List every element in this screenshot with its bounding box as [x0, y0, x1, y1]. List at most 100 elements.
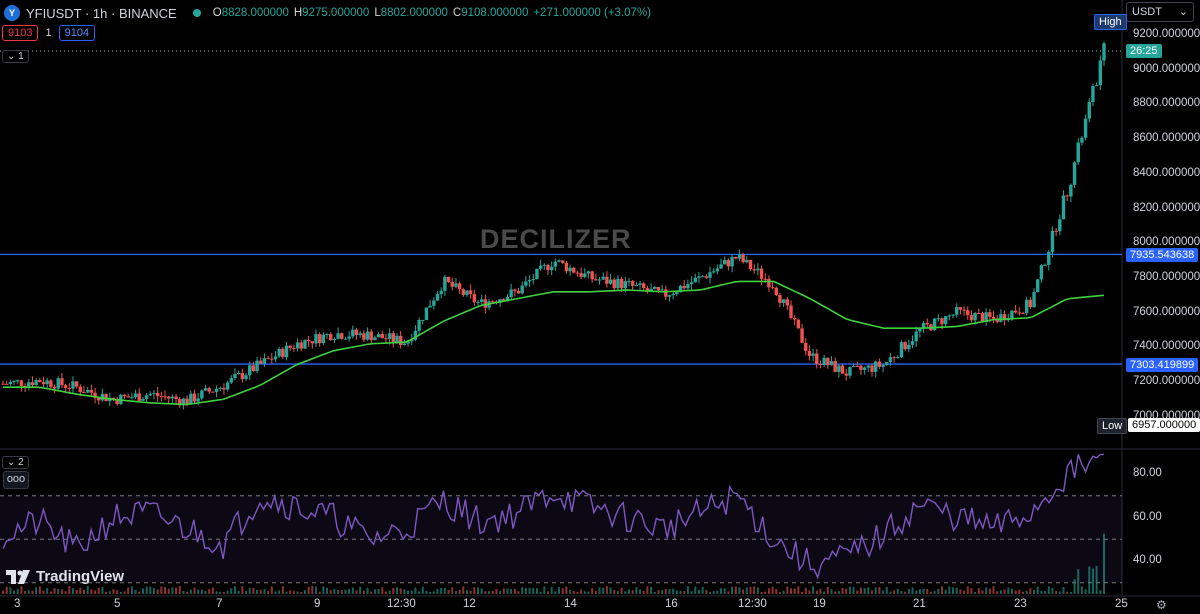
volume-bar	[893, 590, 896, 594]
sell-button[interactable]: 9103	[2, 25, 39, 41]
volume-bar	[307, 586, 310, 594]
volume-bar	[686, 586, 689, 594]
candle-body	[483, 299, 488, 308]
time-tick-label: 12:30	[387, 598, 416, 610]
candle-body	[398, 335, 403, 345]
upper-level-tag[interactable]: 7935.543638	[1126, 248, 1199, 262]
candle-body	[789, 305, 793, 318]
buy-button[interactable]: 9104	[58, 25, 96, 41]
candle-body	[601, 276, 605, 280]
volume-bar	[859, 587, 862, 594]
volume-bar	[705, 590, 708, 594]
candle-body	[862, 367, 867, 370]
volume-bar	[896, 588, 899, 594]
settings-gear-icon[interactable]: ⚙	[1156, 598, 1167, 612]
trade-buttons: 9103 1 9104	[2, 25, 96, 41]
volume-bar	[473, 587, 476, 594]
price-tick-label: 7800.000000	[1133, 270, 1200, 283]
volume-bar	[193, 587, 196, 594]
candle-body	[141, 398, 145, 401]
candle-body	[351, 329, 355, 337]
volume-bar	[664, 589, 667, 594]
volume-bar	[68, 586, 71, 594]
volume-bar	[885, 587, 888, 594]
more-options-button[interactable]: ooo	[3, 471, 29, 489]
candle-body	[417, 319, 421, 331]
candle-body	[723, 260, 727, 265]
volume-bar	[1014, 590, 1017, 594]
volume-bar	[432, 591, 435, 594]
candle-body	[627, 281, 631, 283]
candle-body	[384, 338, 388, 340]
candle-body	[630, 281, 635, 286]
candle-body	[144, 395, 149, 399]
candle-body	[969, 315, 974, 321]
candle-body	[535, 268, 539, 280]
candle-body	[870, 365, 874, 372]
volume-bar	[900, 591, 903, 594]
price-tick-label: 8200.000000	[1133, 201, 1200, 214]
candle-body	[74, 381, 79, 387]
high-value: 9275.000000	[302, 7, 370, 19]
main-pane-toggle[interactable]: ⌄ 1	[2, 48, 29, 63]
volume-bar	[874, 587, 877, 594]
volume-bar	[97, 587, 100, 594]
candle-body	[130, 397, 134, 399]
volume-bar	[672, 588, 675, 594]
candle-body	[778, 295, 782, 303]
volume-bar	[410, 590, 413, 594]
candle-body	[527, 280, 532, 282]
volume-bar	[1021, 591, 1024, 594]
volume-bar	[852, 586, 855, 594]
candle-body	[638, 283, 642, 286]
volume-bar	[377, 589, 380, 594]
volume-bar	[189, 589, 192, 594]
volume-bar	[333, 588, 336, 594]
volume-bar	[233, 586, 236, 594]
lower-level-tag[interactable]: 7303.419899	[1126, 358, 1199, 372]
volume-bar	[834, 591, 837, 594]
candle-body	[660, 289, 664, 291]
candle-body	[468, 290, 473, 295]
candle-body	[236, 373, 241, 375]
volume-bar	[156, 589, 159, 594]
volume-bar	[528, 587, 531, 594]
candle-body	[711, 271, 716, 273]
currency-select[interactable]: USDT ⌄	[1126, 2, 1194, 22]
volume-bar	[226, 590, 229, 594]
volume-bar	[1069, 591, 1072, 594]
volume-bar	[285, 591, 288, 594]
candle-body	[575, 272, 580, 274]
volume-bar	[477, 587, 480, 594]
volume-bar	[546, 591, 549, 594]
candle-body	[49, 380, 53, 387]
price-tick-label: 7200.000000	[1133, 375, 1200, 387]
tradingview-logo[interactable]: TradingView	[6, 568, 124, 585]
candle-body	[1039, 265, 1044, 280]
volume-bar	[488, 591, 491, 594]
candle-body	[542, 264, 546, 266]
low-tag: Low	[1097, 418, 1128, 434]
volume-bar	[639, 589, 642, 594]
volume-bar	[856, 590, 859, 594]
candle-body	[509, 289, 513, 297]
volume-bar	[211, 587, 214, 594]
candle-body	[612, 279, 616, 289]
candle-body	[479, 299, 484, 302]
candle-body	[211, 391, 215, 393]
symbol-title[interactable]: YFIUSDT · 1h · BINANCE	[26, 5, 177, 21]
rsi-pane-toggle[interactable]: ⌄ 2	[2, 454, 29, 469]
volume-bar	[819, 588, 822, 594]
volume-bar	[9, 587, 12, 594]
candle-body	[85, 389, 90, 393]
candle-body	[1098, 60, 1103, 86]
rsi-tick-label: 80.00	[1133, 467, 1162, 479]
candle-body	[1002, 314, 1007, 321]
volume-bar	[929, 591, 932, 594]
candle-body	[299, 342, 303, 349]
time-tick-label: 5	[114, 598, 121, 610]
candle-body	[910, 341, 915, 345]
candle-body	[734, 256, 738, 259]
price-tick-label: 9000.000000	[1133, 62, 1200, 75]
